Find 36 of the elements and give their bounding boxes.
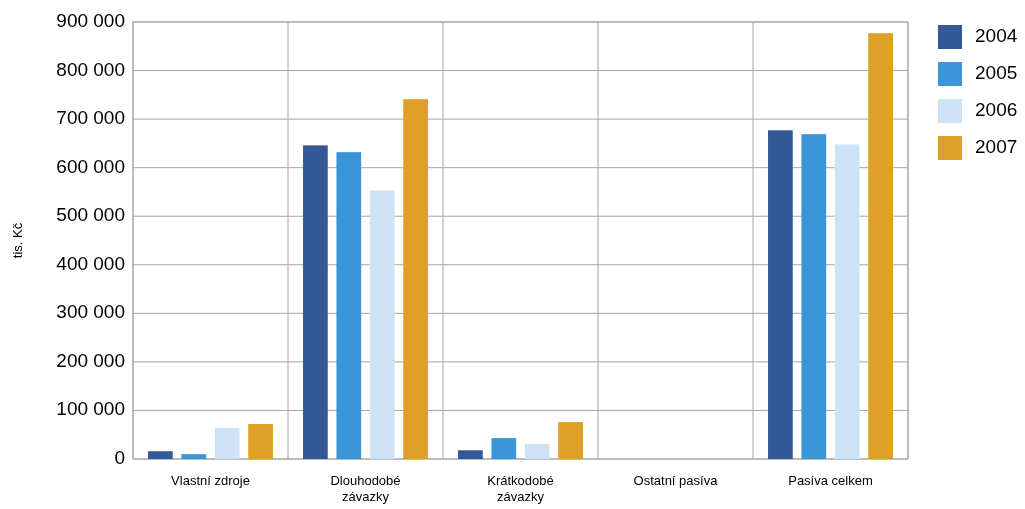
y-axis-title: tis. Kč: [10, 222, 25, 259]
bar: [369, 190, 395, 459]
y-tick-label: 700 000: [56, 107, 125, 129]
bar: [491, 438, 517, 459]
bar: [214, 427, 240, 459]
legend-label: 2004: [975, 25, 1018, 47]
y-tick-label: 600 000: [56, 155, 125, 177]
bar: [524, 443, 550, 459]
legend-label: 2005: [975, 62, 1018, 84]
y-tick-label: 300 000: [56, 301, 125, 323]
bar: [801, 134, 827, 459]
bar: [336, 152, 362, 459]
y-tick-label: 200 000: [56, 349, 125, 371]
x-tick-label: Vlastní zdroje: [171, 473, 250, 488]
y-tick-label: 800 000: [56, 58, 125, 80]
y-tick-label: 500 000: [56, 204, 125, 226]
bar: [148, 451, 173, 459]
bar: [834, 144, 860, 459]
x-tick-label: Ostatní pasíva: [633, 473, 719, 488]
y-tick-label: 0: [114, 447, 125, 469]
y-tick-label: 400 000: [56, 252, 125, 274]
x-tick-label: Pasíva celkem: [788, 473, 873, 488]
bar: [248, 424, 273, 459]
y-tick-label: 900 000: [56, 10, 125, 32]
bar: [868, 33, 893, 459]
legend-label: 2007: [975, 136, 1018, 158]
x-tick-label: Krátkodobé závazky: [487, 473, 554, 504]
bar: [181, 454, 207, 459]
y-tick-label: 100 000: [56, 398, 125, 420]
x-tick-label: Dlouhodobé závazky: [330, 473, 401, 504]
bar: [558, 422, 583, 459]
bar: [403, 99, 428, 459]
bar: [458, 450, 483, 459]
bar: [303, 145, 328, 459]
bar: [768, 130, 793, 459]
legend-label: 2006: [975, 99, 1018, 121]
